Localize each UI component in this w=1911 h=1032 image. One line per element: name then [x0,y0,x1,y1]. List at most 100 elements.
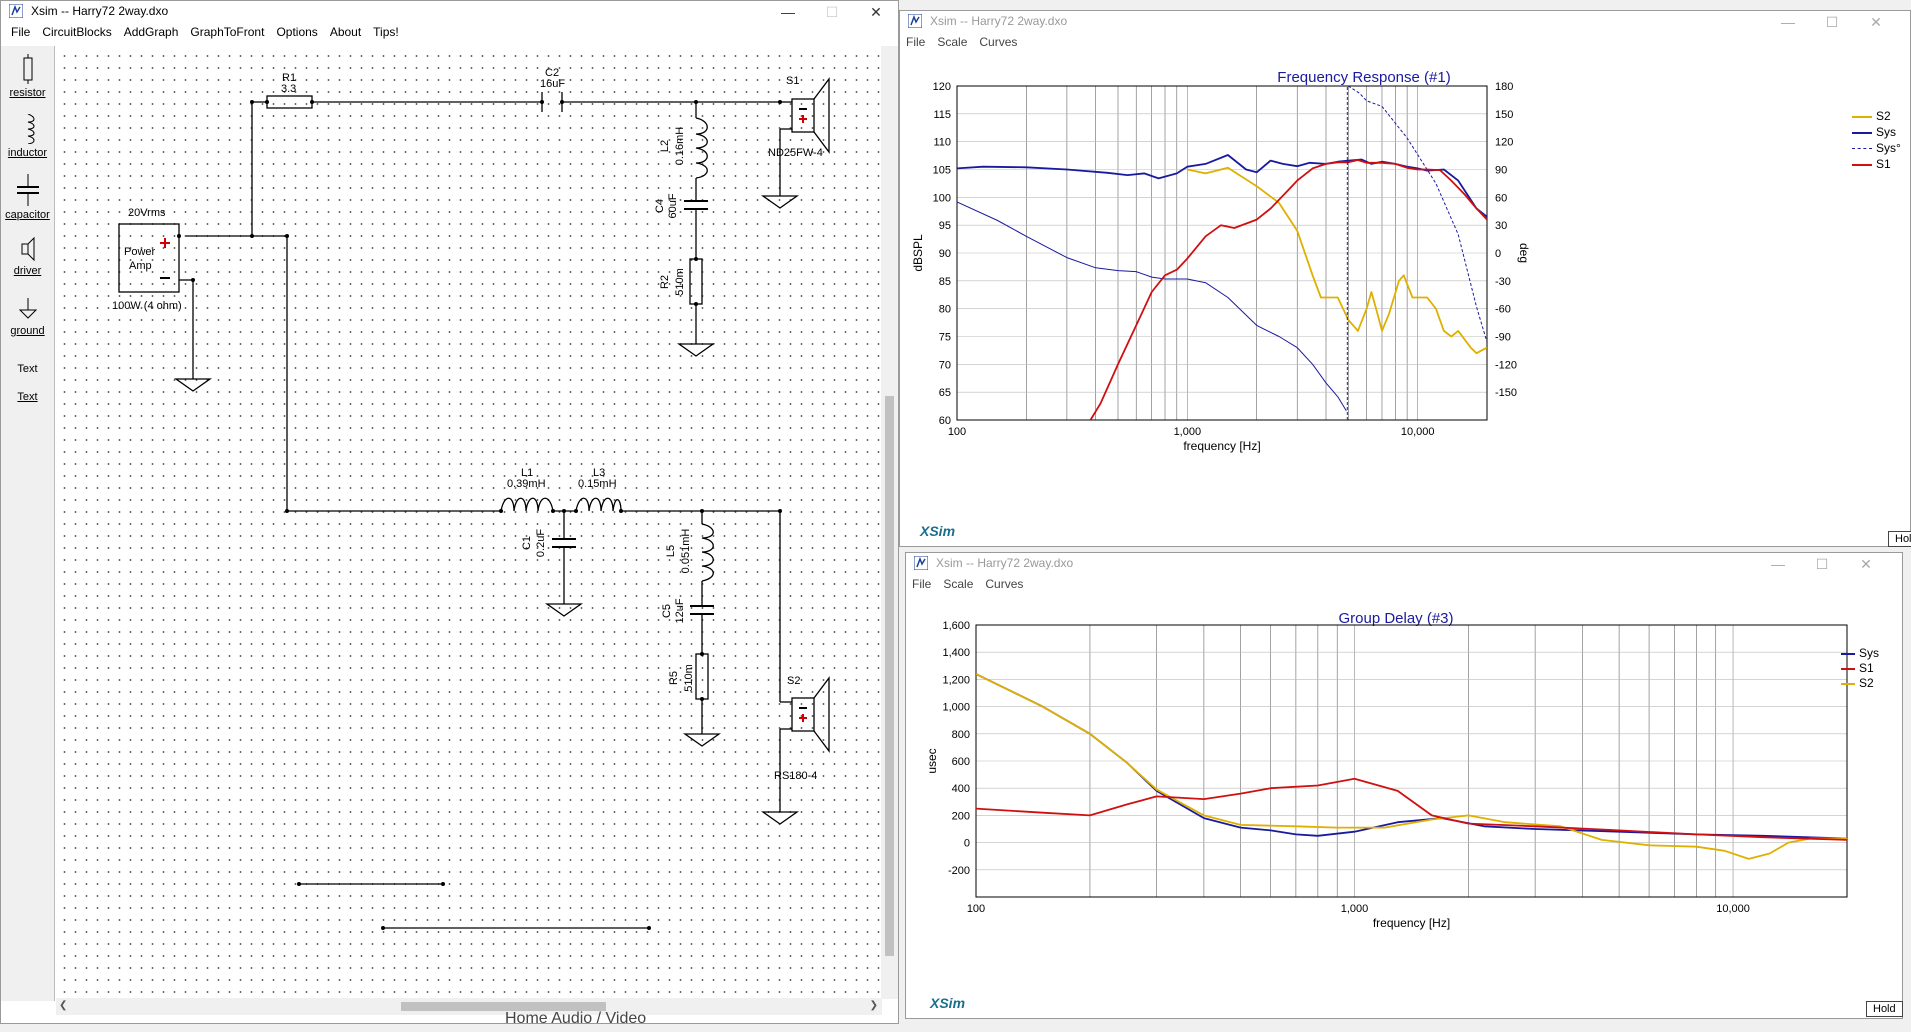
horizontal-gridlines [957,85,1487,421]
menu-addgraph[interactable]: AddGraph [123,25,179,39]
hold-button[interactable]: Hold [1866,1001,1903,1017]
r1-name: R1 [282,72,296,84]
plot-title: Group Delay (#3) [1338,610,1454,627]
x-tick-label: 1,000 [1174,426,1202,438]
y-tick-label: 400 [952,783,970,795]
component-toolbox: resistor inductor capacitor driver groun… [1,46,55,1001]
tool-capacitor[interactable]: capacitor [1,174,54,221]
c1-value: 0.2uF [535,529,547,557]
tool-text[interactable]: Text [1,363,54,375]
c4-name: C4 [654,199,666,213]
minimize-icon[interactable]: — [781,4,795,20]
menu-file[interactable]: File [906,35,926,49]
y-tick-label: 70 [939,359,951,371]
series-group [976,673,1847,860]
speaker-icon [21,236,34,262]
tool-label: ground [10,325,45,337]
y-tick-label: 1,400 [942,647,970,659]
maximize-icon[interactable]: ☐ [1825,14,1839,30]
plot-frame [956,85,1488,421]
scroll-thumb[interactable] [401,1002,606,1011]
series-line-s2 [976,673,1847,860]
legend-sys: Sys [1852,125,1896,139]
xsim-app-icon [9,4,23,18]
x-tick-label: 100 [967,903,985,915]
vertical-scrollbar[interactable] [881,46,898,999]
window-title: Xsim -- Harry72 2way.dxo [930,14,1068,28]
y-tick-label: 95 [939,220,951,232]
tool-resistor[interactable]: resistor [1,54,54,99]
y-tick-label: -200 [948,865,970,877]
menu-scale[interactable]: Scale [943,577,974,591]
resistor-icon [23,54,32,84]
x-axis-label: frequency [Hz] [1373,916,1450,930]
y-tick-label: 1,600 [942,620,970,632]
hold-button[interactable]: Hold [1888,531,1911,547]
close-icon[interactable]: ✕ [870,4,882,20]
menu-file[interactable]: File [11,25,31,39]
legend-label: Sys° [1876,141,1901,155]
series-line-s1 [1089,159,1487,420]
menu-circuitblocks[interactable]: CircuitBlocks [42,25,112,39]
tool-inductor[interactable]: inductor [1,113,54,159]
series-group [957,86,1487,420]
c5-name: C5 [661,604,673,618]
horizontal-scrollbar[interactable]: ❮ ❯ [56,998,882,1015]
y2-tick-label: -150 [1495,387,1517,399]
c5-value: 12uF [674,598,686,623]
close-icon[interactable]: ✕ [1870,14,1882,30]
y2-tick-label: 120 [1495,137,1513,149]
c1-name: C1 [521,536,533,550]
tool-driver[interactable]: driver [1,236,54,277]
l2-value: 0.16mH [674,127,686,166]
legend-swatch [1852,132,1872,134]
menu-scale[interactable]: Scale [937,35,968,49]
tool-ground[interactable]: ground [1,296,54,337]
legend-s2: S2 [1852,109,1891,123]
y-tick-label: 800 [952,729,970,741]
y-axis-label: usec [925,748,939,773]
y-tick-label: 65 [939,387,951,399]
menu-tips[interactable]: Tips! [373,25,399,39]
c4-value: 60uF [667,193,679,218]
delay-menubar: File Scale Curves [906,575,1902,595]
scroll-right-icon[interactable]: ❯ [869,1000,878,1011]
maximize-icon[interactable]: ☐ [1815,556,1829,572]
schematic-canvas[interactable]: R1 3.3 C2 16uF S1 ND25FW-4 L2 0.16mH C4 … [56,46,882,999]
menu-about[interactable]: About [329,25,362,39]
minimize-icon[interactable]: — [1771,556,1785,572]
amp-rating: 100W (4 ohm) [112,300,182,312]
menu-file[interactable]: File [912,577,932,591]
background-page-text: Home Audio / Video [505,1010,647,1027]
tool-text-underlined[interactable]: Text [1,391,54,403]
scroll-thumb[interactable] [885,396,894,956]
freq-titlebar[interactable]: Xsim -- Harry72 2way.dxo — ☐ ✕ [900,11,1910,33]
menu-curves[interactable]: Curves [985,577,1024,591]
menu-graphtofront[interactable]: GraphToFront [190,25,265,39]
delay-titlebar[interactable]: Xsim -- Harry72 2way.dxo — ☐ ✕ [906,553,1902,575]
y2-axis-label: deg [1517,243,1531,263]
y-tick-label: 1,000 [942,702,970,714]
s1-name: S1 [786,75,799,87]
frequency-response-window: Xsim -- Harry72 2way.dxo — ☐ ✕ File Scale… [899,10,1911,547]
window-title: Xsim -- Harry72 2way.dxo [31,4,169,18]
y-axis-label: dBSPL [911,234,925,272]
legend-s1: S1 [1841,661,1874,675]
schematic-titlebar[interactable]: Xsim -- Harry72 2way.dxo — ☐ ✕ [1,1,898,23]
l1-value: 0.39mH [507,478,546,490]
legend-swatch [1841,683,1855,685]
minimize-icon[interactable]: — [1781,14,1795,30]
series-line-sys-low- [957,201,1347,411]
y2-tick-label: 90 [1495,165,1507,177]
y-tick-label: 1,200 [942,674,970,686]
y2-tick-label: 60 [1495,192,1507,204]
close-icon[interactable]: ✕ [1860,556,1872,572]
scroll-left-icon[interactable]: ❮ [59,1000,68,1011]
legend-label: S1 [1859,661,1874,675]
x-tick-label: 100 [948,426,966,438]
series-line-sys [976,673,1847,840]
frequency-response-plot: 60 65 70 75 80 85 90 95 100 105 110 115 120 -150 -120 -… [911,81,1531,453]
maximize-icon[interactable]: ☐ [825,4,839,20]
menu-curves[interactable]: Curves [979,35,1018,49]
menu-options[interactable]: Options [276,25,318,39]
